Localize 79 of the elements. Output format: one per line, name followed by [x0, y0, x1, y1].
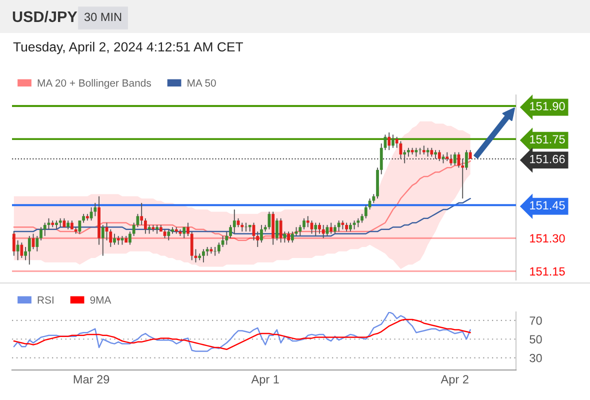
candlestick [167, 228, 170, 241]
candlestick [190, 231, 194, 261]
candlestick [94, 202, 97, 217]
candlestick [290, 231, 294, 244]
candlestick [202, 248, 205, 263]
candlestick [298, 224, 302, 236]
candlestick [318, 222, 321, 234]
candlestick [232, 209, 236, 234]
candlestick [453, 152, 456, 166]
candlestick [275, 218, 278, 241]
candlestick [364, 204, 368, 219]
candlestick [368, 198, 372, 210]
y-tick-label: 151.15 [530, 267, 565, 276]
candlestick [330, 222, 333, 234]
candlestick [28, 235, 31, 266]
candlestick [388, 132, 391, 151]
candlestick [140, 202, 144, 226]
candlestick [101, 224, 104, 256]
chart-title: USD/JPY [12, 10, 78, 22]
candlestick [260, 224, 263, 244]
candlestick [302, 218, 306, 230]
legend-label: RSI [38, 296, 54, 304]
y-tick-label: 50 [530, 335, 542, 344]
candlestick [12, 231, 16, 256]
candlestick [310, 220, 314, 234]
candlestick [256, 231, 260, 248]
legend-label: 9MA [90, 296, 112, 304]
candlestick [128, 231, 132, 246]
y-tick-label: 151.90 [530, 102, 565, 110]
candlestick [283, 231, 286, 244]
y-tick-label: 151.66 [530, 154, 565, 164]
candlestick [40, 226, 42, 241]
candlestick [403, 150, 406, 164]
candlestick [438, 150, 441, 162]
y-tick-label: 151.30 [530, 234, 565, 243]
candlestick [109, 228, 112, 248]
candlestick [47, 218, 50, 230]
candlestick [322, 224, 325, 239]
candlestick [225, 231, 228, 246]
y-tick-label: 30 [530, 354, 542, 362]
candlestick [326, 224, 329, 236]
candlestick [306, 216, 310, 228]
candlestick [337, 220, 340, 232]
line-series [13, 312, 471, 352]
x-tick-label: Apr 2 [440, 375, 468, 386]
candlestick [113, 233, 116, 246]
candlestick [144, 218, 147, 234]
x-tick-label: Mar 29 [74, 375, 110, 384]
y-tick-label: 70 [530, 316, 542, 325]
y-tick-label: 151.75 [530, 135, 565, 144]
candlestick [43, 222, 46, 236]
candlestick [314, 222, 318, 236]
legend-label: MA 20 + Bollinger Bands [38, 79, 151, 89]
candlestick [20, 242, 24, 258]
y-tick-label: 151.45 [530, 201, 565, 210]
x-tick-label: Apr 1 [251, 375, 279, 386]
candlestick [182, 226, 186, 239]
candlestick [217, 242, 220, 254]
candlestick [418, 147, 422, 155]
candlestick [229, 224, 232, 239]
line-series [13, 318, 471, 350]
candlestick [78, 220, 82, 234]
candlestick [392, 134, 394, 148]
candlestick [279, 218, 282, 244]
candlestick [287, 231, 290, 244]
candlestick [214, 246, 217, 256]
candlestick [380, 142, 383, 175]
text: 30 MIN [84, 12, 122, 22]
candlestick [36, 235, 39, 252]
chart-subtitle: Tuesday, April 2, 2024 4:12:51 AM CET [13, 42, 243, 54]
candlestick [244, 222, 248, 232]
legend-label: MA 50 [188, 79, 216, 87]
candlestick [450, 154, 452, 166]
candlestick [461, 158, 464, 199]
candlestick [186, 222, 190, 236]
candlestick [24, 246, 27, 261]
candlestick [465, 150, 468, 170]
candlestick [90, 206, 93, 222]
candlestick [16, 240, 20, 261]
